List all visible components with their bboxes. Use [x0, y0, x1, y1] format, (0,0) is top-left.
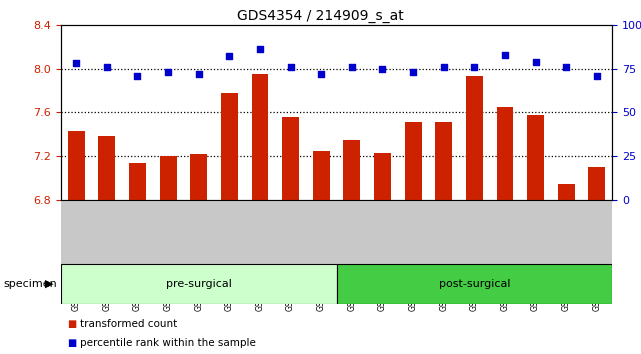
Point: [285, 64, 296, 70]
Point: [500, 52, 510, 57]
Bar: [190, 154, 207, 200]
Point: [531, 59, 541, 64]
Text: ▶: ▶: [45, 279, 53, 289]
Bar: [344, 140, 360, 200]
Bar: [282, 117, 299, 200]
Point: [378, 66, 388, 72]
Text: specimen: specimen: [3, 279, 57, 289]
Point: [592, 73, 602, 79]
Point: [194, 71, 204, 77]
Text: percentile rank within the sample: percentile rank within the sample: [80, 338, 256, 348]
Bar: [68, 131, 85, 200]
Bar: [588, 167, 605, 200]
Bar: [527, 115, 544, 200]
Point: [469, 64, 479, 70]
Text: transformed count: transformed count: [80, 319, 178, 329]
Text: ■: ■: [67, 338, 76, 348]
Bar: [435, 122, 452, 200]
Text: post-surgical: post-surgical: [438, 279, 510, 289]
Point: [561, 64, 571, 70]
Bar: [99, 137, 115, 200]
Bar: [497, 107, 513, 200]
Bar: [61, 264, 337, 304]
Bar: [558, 184, 574, 200]
Point: [255, 46, 265, 52]
Point: [71, 61, 81, 66]
Text: ■: ■: [67, 319, 76, 329]
Text: GDS4354 / 214909_s_at: GDS4354 / 214909_s_at: [237, 9, 404, 23]
Point: [347, 64, 357, 70]
Point: [163, 69, 173, 75]
Text: pre-surgical: pre-surgical: [166, 279, 231, 289]
Bar: [251, 74, 269, 200]
Bar: [313, 151, 329, 200]
Point: [408, 69, 418, 75]
Point: [316, 71, 326, 77]
Bar: [466, 76, 483, 200]
Bar: [129, 163, 146, 200]
Bar: [160, 156, 176, 200]
Bar: [404, 122, 422, 200]
Bar: [337, 264, 612, 304]
Bar: [374, 153, 391, 200]
Bar: [221, 93, 238, 200]
Point: [102, 64, 112, 70]
Point: [224, 53, 235, 59]
Point: [438, 64, 449, 70]
Point: [132, 73, 142, 79]
